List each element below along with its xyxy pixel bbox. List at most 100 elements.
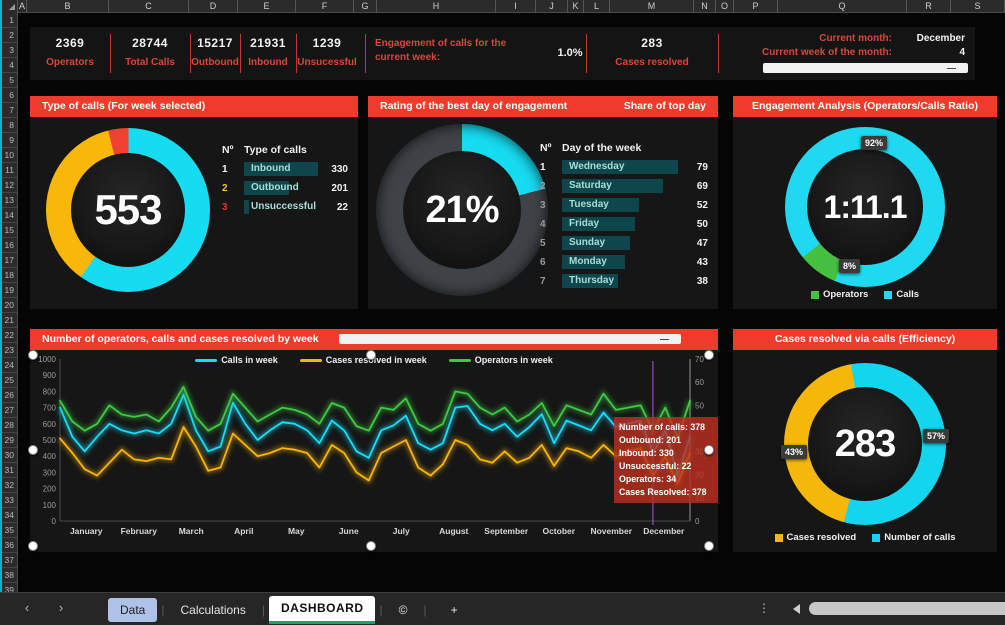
chart-week-scrollbar[interactable]: — — [339, 334, 681, 344]
rank-row-monday[interactable]: 6 Monday 43 — [540, 255, 708, 269]
row-header-13[interactable]: 13 — [0, 193, 17, 208]
row-header-26[interactable]: 26 — [0, 388, 17, 403]
hscroll-left-arrow-icon[interactable] — [793, 604, 800, 614]
horizontal-scrollbar[interactable] — [809, 602, 1005, 615]
rank-row-friday[interactable]: 4 Friday 50 — [540, 217, 708, 231]
row-header-15[interactable]: 15 — [0, 223, 17, 238]
row-header-35[interactable]: 35 — [0, 523, 17, 538]
panel-title: Cases resolved via calls (Efficiency) — [733, 329, 997, 350]
row-header-20[interactable]: 20 — [0, 298, 17, 313]
engagement-donut-chart[interactable]: 1:11.1 — [785, 127, 945, 287]
row-header-2[interactable]: 2 — [0, 28, 17, 43]
column-header-M[interactable]: M — [610, 0, 694, 13]
rank-row-thursday[interactable]: 7 Thursday 38 — [540, 274, 708, 288]
sheet-tab-calculations[interactable]: Calculations — [180, 602, 246, 617]
sheet-tab-data[interactable]: Data — [108, 597, 158, 622]
row-header-18[interactable]: 18 — [0, 268, 17, 283]
panel-engagement-analysis[interactable]: Engagement Analysis (Operators/Calls Rat… — [733, 96, 997, 309]
chart-selection-handle[interactable] — [28, 541, 38, 551]
panel-weekly-chart[interactable]: Number of operators, calls and cases res… — [28, 329, 718, 552]
row-header-31[interactable]: 31 — [0, 463, 17, 478]
row-header-4[interactable]: 4 — [0, 58, 17, 73]
panel-efficiency[interactable]: Cases resolved via calls (Efficiency) 28… — [733, 329, 997, 552]
column-header-L[interactable]: L — [584, 0, 610, 13]
rank-row-wednesday[interactable]: 1 Wednesday 79 — [540, 160, 708, 174]
weekly-line-chart[interactable]: 1000900800700600500400300200100070605040… — [30, 349, 718, 552]
sheet-nav-left[interactable]: ‹ — [24, 600, 30, 615]
row-header-28[interactable]: 28 — [0, 418, 17, 433]
row-header-34[interactable]: 34 — [0, 508, 17, 523]
column-header-B[interactable]: B — [27, 0, 109, 13]
rank-row-sunday[interactable]: 5 Sunday 47 — [540, 236, 708, 250]
row-header-37[interactable]: 37 — [0, 553, 17, 568]
column-header-O[interactable]: O — [716, 0, 734, 13]
row-header-25[interactable]: 25 — [0, 373, 17, 388]
rank-row-inbound[interactable]: 1 Inbound 330 — [222, 162, 348, 176]
chart-selection-handle[interactable] — [28, 445, 38, 455]
row-header-39[interactable]: 39 — [0, 583, 17, 592]
row-header-5[interactable]: 5 — [0, 73, 17, 88]
row-header-32[interactable]: 32 — [0, 478, 17, 493]
column-header-S[interactable]: S — [951, 0, 1005, 13]
row-header-7[interactable]: 7 — [0, 103, 17, 118]
row-header-33[interactable]: 33 — [0, 493, 17, 508]
row-header-9[interactable]: 9 — [0, 133, 17, 148]
row-header-24[interactable]: 24 — [0, 358, 17, 373]
row-header-12[interactable]: 12 — [0, 178, 17, 193]
column-header-F[interactable]: F — [296, 0, 354, 13]
row-header-36[interactable]: 36 — [0, 538, 17, 553]
row-header-8[interactable]: 8 — [0, 118, 17, 133]
row-header-23[interactable]: 23 — [0, 343, 17, 358]
column-header-E[interactable]: E — [238, 0, 296, 13]
row-header-38[interactable]: 38 — [0, 568, 17, 583]
row-header-30[interactable]: 30 — [0, 448, 17, 463]
row-header-11[interactable]: 11 — [0, 163, 17, 178]
row-header-17[interactable]: 17 — [0, 253, 17, 268]
select-all-cell[interactable]: ◢ — [0, 0, 18, 13]
best-day-donut-chart[interactable]: 21% — [376, 124, 548, 296]
sheet-nav-right[interactable]: › — [58, 600, 64, 615]
column-header-H[interactable]: H — [377, 0, 496, 13]
row-header-27[interactable]: 27 — [0, 403, 17, 418]
chart-selection-handle[interactable] — [704, 350, 714, 360]
column-header-J[interactable]: J — [536, 0, 568, 13]
column-header-C[interactable]: C — [109, 0, 189, 13]
rank-row-unsuccessful[interactable]: 3 Unsuccessful 22 — [222, 200, 348, 214]
panel-best-day[interactable]: Rating of the best day of engagement Shar… — [368, 96, 718, 309]
row-header-14[interactable]: 14 — [0, 208, 17, 223]
row-header-6[interactable]: 6 — [0, 88, 17, 103]
chart-selection-handle[interactable] — [704, 445, 714, 455]
column-header-I[interactable]: I — [496, 0, 536, 13]
sheet-tab-dashboard[interactable]: DASHBOARD — [268, 595, 376, 624]
row-header-29[interactable]: 29 — [0, 433, 17, 448]
row-header-21[interactable]: 21 — [0, 313, 17, 328]
column-header-K[interactable]: K — [568, 0, 584, 13]
rank-row-tuesday[interactable]: 3 Tuesday 52 — [540, 198, 708, 212]
row-header-3[interactable]: 3 — [0, 43, 17, 58]
column-header-Q[interactable]: Q — [778, 0, 907, 13]
chart-selection-handle[interactable] — [704, 541, 714, 551]
column-header-D[interactable]: D — [189, 0, 238, 13]
row-header-1[interactable]: 1 — [0, 13, 17, 28]
column-header-R[interactable]: R — [907, 0, 951, 13]
row-header-16[interactable]: 16 — [0, 238, 17, 253]
chart-selection-handle[interactable] — [28, 350, 38, 360]
chart-selection-handle[interactable] — [366, 350, 376, 360]
week-selector-scrollbar[interactable]: — — [763, 63, 968, 73]
row-header-19[interactable]: 19 — [0, 283, 17, 298]
efficiency-donut-chart[interactable]: 283 — [784, 363, 946, 525]
row-header-10[interactable]: 10 — [0, 148, 17, 163]
type-of-calls-donut-chart[interactable]: 553 — [46, 128, 210, 292]
rank-row-saturday[interactable]: 2 Saturday 69 — [540, 179, 708, 193]
column-header-G[interactable]: G — [354, 0, 377, 13]
column-header-P[interactable]: P — [734, 0, 778, 13]
row-header-22[interactable]: 22 — [0, 328, 17, 343]
add-sheet-button[interactable]: + — [450, 602, 458, 617]
sheet-tab-©[interactable]: © — [398, 602, 408, 617]
panel-type-of-calls[interactable]: Type of calls (For week selected) 553 Nº… — [30, 96, 358, 309]
chart-selection-handle[interactable] — [366, 541, 376, 551]
rank-row-outbound[interactable]: 2 Outbound 201 — [222, 181, 348, 195]
sheet-options-kebab-icon[interactable]: ⋮ — [758, 601, 770, 615]
column-header-A[interactable]: A — [18, 0, 27, 13]
column-header-N[interactable]: N — [694, 0, 716, 13]
